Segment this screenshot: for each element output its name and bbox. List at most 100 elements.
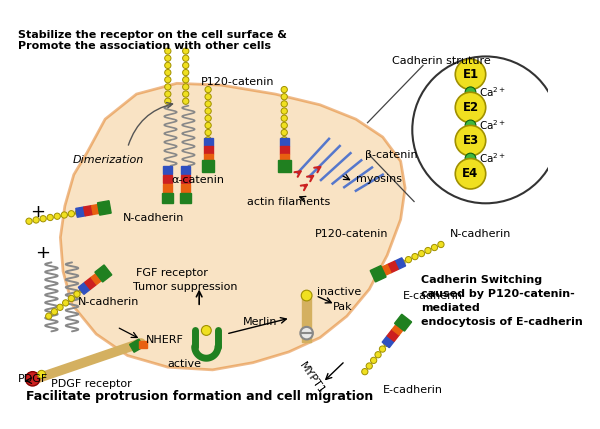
Polygon shape <box>84 205 93 216</box>
Polygon shape <box>380 265 391 276</box>
Text: E3: E3 <box>463 134 479 147</box>
Circle shape <box>202 326 211 335</box>
Polygon shape <box>130 339 143 352</box>
Circle shape <box>205 87 211 93</box>
Polygon shape <box>76 207 85 217</box>
Circle shape <box>182 48 189 54</box>
Text: Cadherin Switching
caused by P120-catenin-
mediated
endocytosis of E-cadherin: Cadherin Switching caused by P120-cateni… <box>421 275 583 327</box>
Circle shape <box>164 91 171 97</box>
Circle shape <box>465 120 476 131</box>
Polygon shape <box>280 138 289 146</box>
Polygon shape <box>394 258 406 269</box>
Polygon shape <box>91 272 103 284</box>
Text: FGF receptor: FGF receptor <box>136 268 208 278</box>
Circle shape <box>406 257 412 263</box>
Circle shape <box>74 291 80 297</box>
Circle shape <box>399 260 405 266</box>
Polygon shape <box>280 154 289 162</box>
Circle shape <box>301 290 312 301</box>
Circle shape <box>301 327 313 339</box>
Text: Ca$^{2+}$: Ca$^{2+}$ <box>479 151 506 166</box>
Bar <box>302 293 311 342</box>
Text: N-cadherin: N-cadherin <box>450 229 511 239</box>
Text: P120-catenin: P120-catenin <box>201 77 274 87</box>
Circle shape <box>281 122 287 129</box>
Text: Dimerization: Dimerization <box>72 155 143 165</box>
Circle shape <box>205 108 211 114</box>
Text: inactive: inactive <box>317 287 362 296</box>
Text: +: + <box>35 244 50 262</box>
Circle shape <box>418 251 425 257</box>
Circle shape <box>205 115 211 121</box>
Bar <box>163 166 172 174</box>
Polygon shape <box>95 265 112 282</box>
Circle shape <box>68 295 74 302</box>
Polygon shape <box>203 154 212 162</box>
Circle shape <box>68 211 74 217</box>
Polygon shape <box>387 329 399 341</box>
Text: Ca$^{2+}$: Ca$^{2+}$ <box>479 118 506 132</box>
Circle shape <box>164 84 171 90</box>
Circle shape <box>25 372 40 386</box>
Circle shape <box>281 115 287 121</box>
Bar <box>163 175 172 183</box>
Circle shape <box>205 101 211 107</box>
Circle shape <box>366 363 373 369</box>
Circle shape <box>57 304 63 311</box>
Circle shape <box>182 69 189 76</box>
Bar <box>181 175 190 183</box>
Text: E2: E2 <box>463 101 479 114</box>
Text: Stabilize the receptor on the cell surface &
Promote the association with other : Stabilize the receptor on the cell surfa… <box>18 30 287 51</box>
Circle shape <box>375 352 381 358</box>
Circle shape <box>379 346 386 352</box>
Text: Pak: Pak <box>332 302 352 312</box>
Text: actin filaments: actin filaments <box>247 197 331 207</box>
Circle shape <box>205 94 211 100</box>
Circle shape <box>164 98 171 104</box>
Polygon shape <box>382 336 394 347</box>
Text: Cadherin struture: Cadherin struture <box>392 57 490 66</box>
Circle shape <box>182 91 189 97</box>
Text: PDGF: PDGF <box>18 374 49 384</box>
Circle shape <box>26 218 32 224</box>
Circle shape <box>455 59 486 90</box>
Circle shape <box>75 209 82 216</box>
Circle shape <box>164 55 171 61</box>
Polygon shape <box>85 278 97 290</box>
Polygon shape <box>395 314 412 331</box>
Circle shape <box>281 94 287 100</box>
Text: E-cadherin: E-cadherin <box>403 291 463 301</box>
Polygon shape <box>61 83 405 370</box>
Polygon shape <box>278 160 290 172</box>
Text: P120-catenin: P120-catenin <box>314 229 388 239</box>
Circle shape <box>182 84 189 90</box>
Circle shape <box>205 122 211 129</box>
Circle shape <box>46 313 52 319</box>
Text: PDGF receptor: PDGF receptor <box>52 379 132 389</box>
Circle shape <box>182 55 189 61</box>
Circle shape <box>38 370 46 378</box>
Circle shape <box>182 62 189 69</box>
Circle shape <box>431 245 437 251</box>
Circle shape <box>79 287 86 293</box>
Text: myosins: myosins <box>356 174 402 184</box>
Circle shape <box>371 357 377 363</box>
Polygon shape <box>280 146 289 154</box>
Text: E-cadherin: E-cadherin <box>383 384 443 395</box>
Circle shape <box>164 62 171 69</box>
Circle shape <box>40 216 46 222</box>
Circle shape <box>465 153 476 164</box>
Text: Ca$^{2+}$: Ca$^{2+}$ <box>479 85 506 99</box>
Circle shape <box>412 254 418 260</box>
Text: Tumor suppression: Tumor suppression <box>133 282 238 292</box>
Circle shape <box>465 87 476 98</box>
Text: Facilitate protrusion formation and cell migration: Facilitate protrusion formation and cell… <box>26 390 373 403</box>
Polygon shape <box>392 323 404 335</box>
Circle shape <box>164 48 171 54</box>
Circle shape <box>182 77 189 83</box>
Circle shape <box>182 98 189 104</box>
Text: NHERF: NHERF <box>145 335 184 345</box>
Circle shape <box>205 130 211 136</box>
Circle shape <box>455 125 486 156</box>
Circle shape <box>281 130 287 136</box>
